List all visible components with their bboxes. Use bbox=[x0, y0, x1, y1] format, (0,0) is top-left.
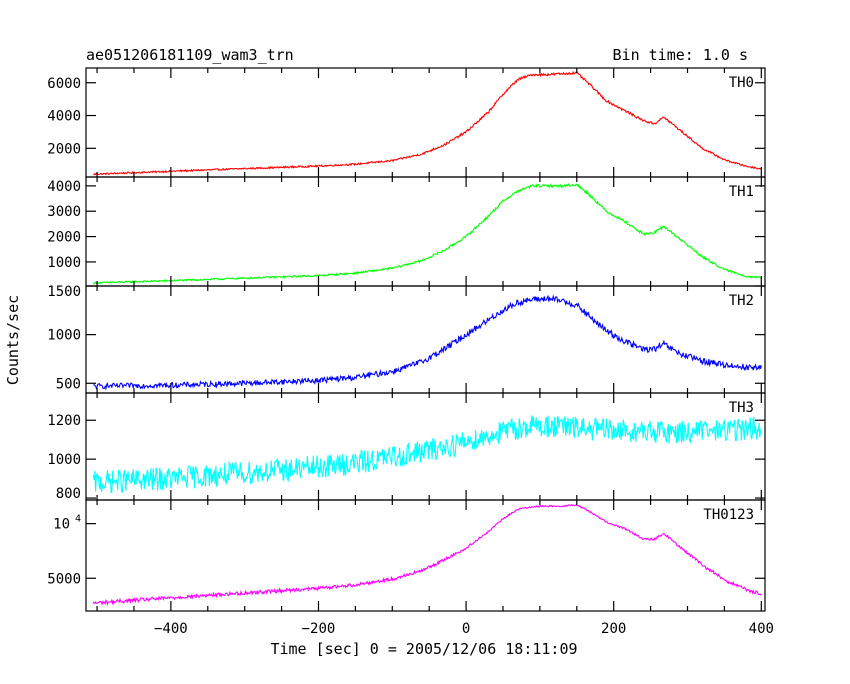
y-tick-label: 4000 bbox=[47, 109, 81, 125]
panel-frame-th2 bbox=[85, 285, 766, 394]
series-line-th0 bbox=[93, 70, 762, 176]
panel-label-th1: TH1 bbox=[729, 184, 754, 200]
x-tick-label: 400 bbox=[749, 621, 774, 637]
panel-label-th0: TH0 bbox=[729, 75, 754, 91]
panel-frame-th1 bbox=[85, 176, 766, 287]
bin-time-label: Bin time: 1.0 s bbox=[613, 46, 748, 64]
y-tick-label: 6000 bbox=[47, 76, 81, 92]
y-tick-label: 10 bbox=[53, 517, 70, 533]
panel-frame-th0123 bbox=[85, 499, 766, 612]
panel-frame-th0 bbox=[85, 67, 766, 178]
y-tick-label: 2000 bbox=[47, 230, 81, 246]
x-tick-label: −200 bbox=[302, 621, 336, 637]
panel-label-th2: TH2 bbox=[729, 293, 754, 309]
y-axis-label: Counts/sec bbox=[4, 295, 22, 385]
y-tick-label: 3000 bbox=[47, 204, 81, 220]
y-tick-label: 1000 bbox=[47, 328, 81, 344]
y-tick-label: 500 bbox=[56, 376, 81, 392]
x-tick-label: −400 bbox=[154, 621, 188, 637]
y-tick-label: 1500 bbox=[47, 284, 81, 300]
series-line-th3 bbox=[92, 415, 762, 494]
y-tick-label-exponent: 4 bbox=[75, 514, 81, 525]
series-line-th2 bbox=[93, 294, 762, 391]
y-tick-label: 4000 bbox=[47, 179, 81, 195]
y-tick-label: 1000 bbox=[47, 452, 81, 468]
x-tick-label: 0 bbox=[462, 621, 470, 637]
series-line-th0123 bbox=[92, 504, 762, 606]
x-axis-label: Time [sec] 0 = 2005/12/06 18:11:09 bbox=[270, 640, 577, 658]
panel-label-th0123: TH0123 bbox=[703, 507, 754, 523]
panel-label-th3: TH3 bbox=[729, 400, 754, 416]
y-tick-label: 2000 bbox=[47, 141, 81, 157]
y-tick-label: 800 bbox=[56, 486, 81, 502]
y-tick-label: 1000 bbox=[47, 255, 81, 271]
y-tick-label: 5000 bbox=[47, 571, 81, 587]
y-tick-label: 1200 bbox=[47, 413, 81, 429]
series-line-th1 bbox=[92, 183, 762, 285]
x-tick-label: 200 bbox=[601, 621, 626, 637]
plot-title: ae051206181109_wam3_trn bbox=[86, 46, 294, 64]
